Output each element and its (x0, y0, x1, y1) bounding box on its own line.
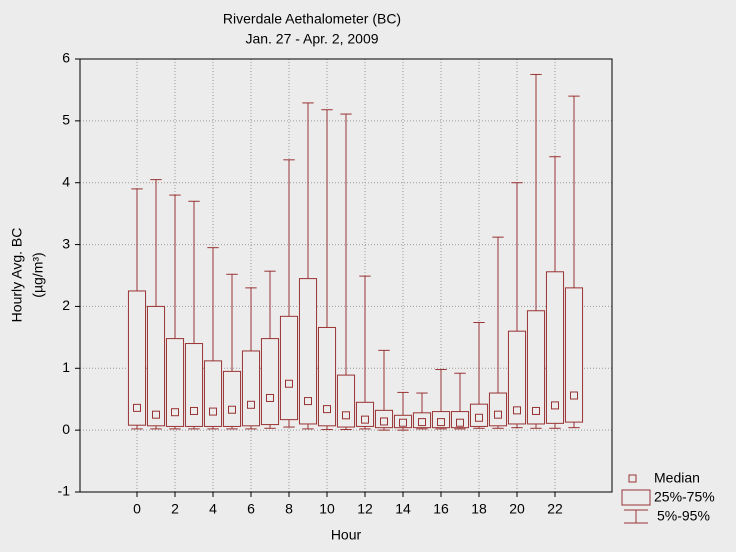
x-tick-label: 16 (433, 501, 449, 517)
box (298, 278, 318, 425)
median-marker (570, 391, 578, 400)
median-marker (266, 393, 274, 402)
median-marker (285, 379, 293, 388)
x-tick-label: 20 (509, 501, 525, 517)
y-tick-label: 4 (62, 173, 70, 189)
x-tick-label: 22 (547, 501, 563, 517)
y-tick-label: 6 (62, 50, 70, 66)
median-marker (475, 413, 483, 422)
median-marker (247, 400, 255, 409)
box (526, 310, 546, 425)
y-tick-label: 3 (62, 235, 70, 251)
box (203, 360, 223, 427)
median-marker (456, 418, 464, 427)
box (260, 338, 280, 426)
x-tick-label: 2 (171, 501, 179, 517)
x-tick-label: 6 (247, 501, 255, 517)
y-tick-label: 5 (62, 112, 70, 128)
box (146, 305, 166, 427)
box (488, 392, 508, 427)
y-tick-label: -1 (58, 483, 71, 499)
median-marker (152, 410, 160, 419)
x-tick-label: 8 (285, 501, 293, 517)
median-marker (418, 418, 426, 427)
legend-box-swatch (621, 489, 651, 506)
box (355, 401, 375, 427)
box (545, 271, 565, 424)
y-tick-label: 0 (62, 421, 70, 437)
legend-label: Median (654, 470, 700, 486)
box (507, 330, 527, 425)
chart-title: Riverdale Aethalometer (BC) (223, 11, 401, 27)
box (564, 287, 584, 423)
median-marker (532, 406, 540, 415)
box (279, 315, 299, 421)
x-tick-label: 12 (357, 501, 373, 517)
y-tick-label: 1 (62, 359, 70, 375)
box (317, 326, 337, 427)
median-marker (171, 408, 179, 417)
x-axis-label: Hour (331, 527, 362, 543)
median-marker (399, 418, 407, 427)
median-marker (209, 407, 217, 416)
box (165, 338, 185, 427)
x-tick-label: 18 (471, 501, 487, 517)
x-tick-label: 4 (209, 501, 217, 517)
median-marker (190, 406, 198, 415)
box (336, 374, 356, 428)
box (127, 290, 147, 426)
median-marker (380, 417, 388, 426)
x-tick-label: 10 (319, 501, 335, 517)
x-tick-label: 14 (395, 501, 411, 517)
y-axis-unit: (µg/m³) (30, 252, 46, 297)
chart-subtitle: Jan. 27 - Apr. 2, 2009 (245, 31, 378, 47)
median-marker (228, 405, 236, 414)
legend-label: 25%-75% (654, 489, 715, 505)
y-tick-label: 2 (62, 297, 70, 313)
box (184, 343, 204, 427)
median-marker (133, 403, 141, 412)
legend-median-swatch (628, 474, 637, 483)
x-tick-label: 0 (133, 501, 141, 517)
median-marker (323, 405, 331, 414)
median-marker (494, 410, 502, 419)
median-marker (304, 397, 312, 406)
plot-frame (79, 58, 613, 493)
y-axis-label: Hourly Avg. BC (9, 228, 25, 323)
median-marker (513, 406, 521, 415)
median-marker (437, 418, 445, 427)
median-marker (342, 411, 350, 420)
median-marker (361, 415, 369, 424)
median-marker (551, 401, 559, 410)
legend-label: 5%-95% (657, 508, 710, 524)
box (222, 370, 242, 427)
box (241, 350, 261, 427)
